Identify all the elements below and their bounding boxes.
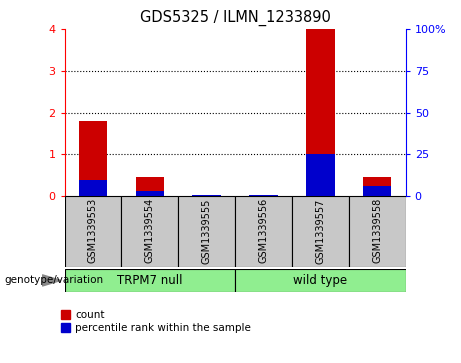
Bar [249,195,278,196]
Text: GSM1339554: GSM1339554 [145,198,155,264]
Text: GSM1339556: GSM1339556 [259,198,269,264]
Bar [292,196,349,267]
Bar [136,177,164,196]
Bar [363,185,391,196]
Bar [65,269,235,292]
Bar [121,196,178,267]
Text: GSM1339553: GSM1339553 [88,198,98,264]
Bar [349,196,406,267]
Bar [79,121,107,196]
Text: genotype/variation: genotype/variation [5,276,104,285]
Title: GDS5325 / ILMN_1233890: GDS5325 / ILMN_1233890 [140,10,331,26]
Bar [193,195,221,196]
Text: GSM1339558: GSM1339558 [372,198,382,264]
Bar [249,195,278,196]
Legend: count, percentile rank within the sample: count, percentile rank within the sample [60,310,251,333]
Text: GSM1339557: GSM1339557 [315,198,325,264]
Bar [193,195,221,196]
Bar [136,191,164,196]
Bar [79,180,107,196]
Bar [178,196,235,267]
Polygon shape [42,275,61,286]
Bar [235,196,292,267]
Bar [65,196,121,267]
Text: TRPM7 null: TRPM7 null [117,274,183,287]
Bar [306,154,335,196]
Bar [306,29,335,196]
Text: GSM1339555: GSM1339555 [201,198,212,264]
Bar [363,177,391,196]
Text: wild type: wild type [293,274,348,287]
Bar [235,269,406,292]
